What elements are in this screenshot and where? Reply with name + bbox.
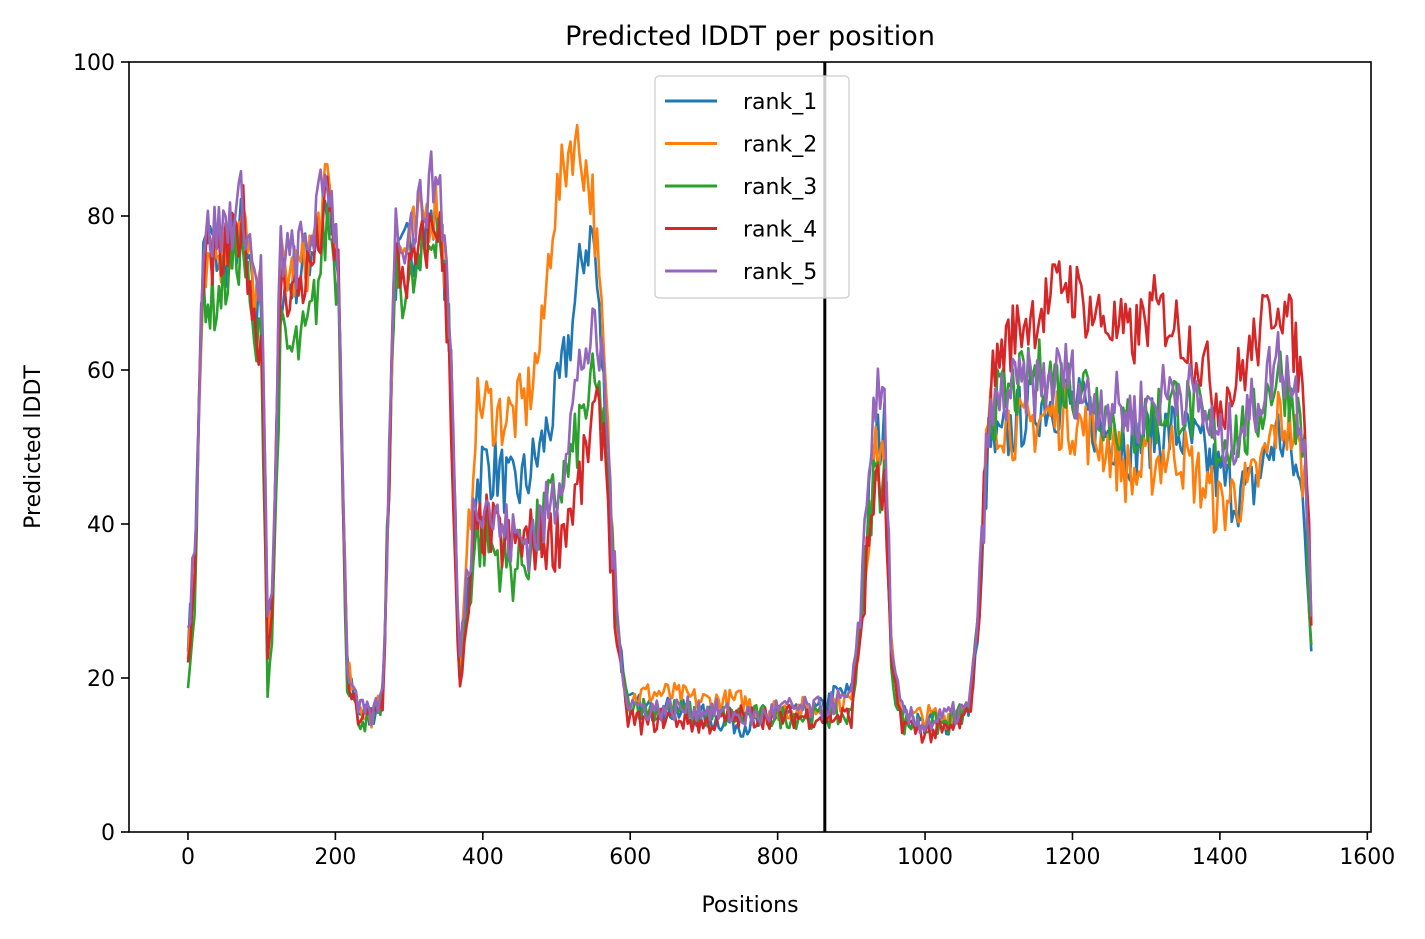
x-axis-label: Positions [701,893,798,918]
y-tick-label: 80 [87,205,115,230]
series-line-rank_5 [186,150,1313,734]
legend-label-rank_4: rank_4 [743,218,817,243]
y-tick-label: 0 [101,821,115,846]
chart-title: Predicted lDDT per position [565,21,935,52]
series-layer [186,123,1313,744]
legend-label-rank_2: rank_2 [743,133,817,158]
x-axis-ticks: 0 200 400 600 800 1000 1200 1400 1600 [181,832,1395,870]
y-tick-label: 60 [87,359,115,384]
x-tick-label: 400 [462,845,504,870]
legend-label-rank_5: rank_5 [743,260,817,285]
x-tick-label: 600 [609,845,651,870]
series-line-rank_1 [186,183,1313,738]
x-tick-label: 1600 [1339,845,1395,870]
x-tick-label: 1400 [1192,845,1248,870]
legend-label-rank_3: rank_3 [743,175,817,200]
x-tick-label: 1000 [897,845,953,870]
legend-box [654,75,850,299]
legend: rank_1 rank_2 rank_3 rank_4 rank_5 [654,75,850,299]
x-tick-label: 200 [314,845,356,870]
y-tick-label: 40 [87,513,115,538]
y-axis-label: Predicted lDDT [21,365,46,529]
x-tick-label: 1200 [1044,845,1100,870]
legend-label-rank_1: rank_1 [743,90,817,115]
x-tick-label: 800 [757,845,799,870]
plot-area-frame [128,61,1372,833]
y-tick-label: 20 [87,667,115,692]
y-tick-label: 100 [73,51,115,76]
y-axis-ticks: 0 20 40 60 80 100 [73,51,129,846]
x-tick-label: 0 [181,845,195,870]
